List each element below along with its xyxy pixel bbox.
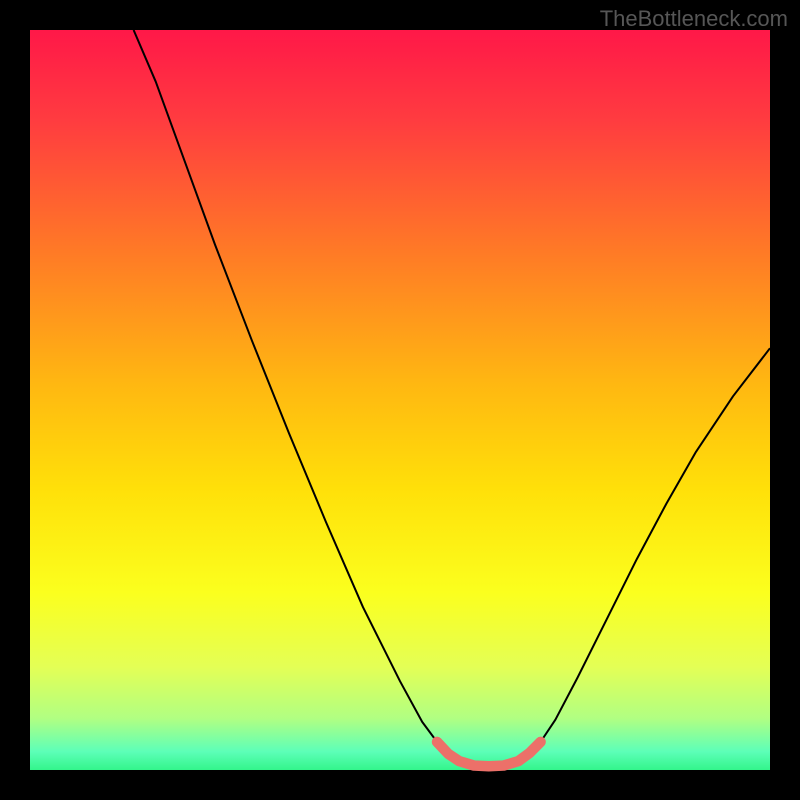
plot-background — [30, 30, 770, 770]
watermark-text: TheBottleneck.com — [600, 6, 788, 32]
chart-canvas: TheBottleneck.com — [0, 0, 800, 800]
bottleneck-curve-chart — [0, 0, 800, 800]
